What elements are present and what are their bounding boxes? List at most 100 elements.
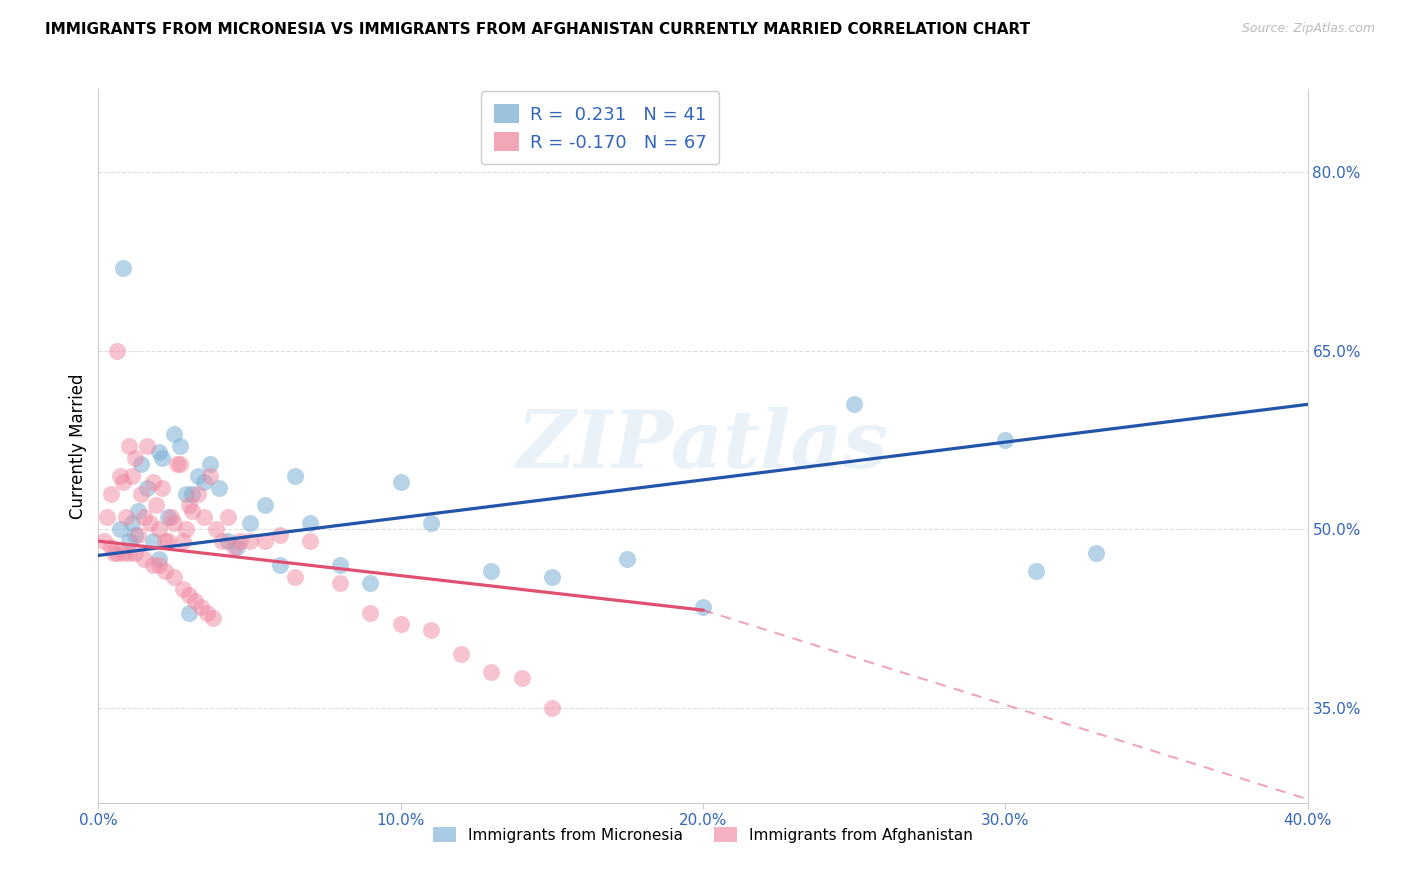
Point xyxy=(132,510,155,524)
Point xyxy=(181,486,204,500)
Point xyxy=(389,617,412,632)
Point xyxy=(202,611,225,625)
Text: ZIPatlas: ZIPatlas xyxy=(517,408,889,484)
Point xyxy=(100,486,122,500)
Point xyxy=(184,593,207,607)
Point xyxy=(166,457,188,471)
Legend: Immigrants from Micronesia, Immigrants from Afghanistan: Immigrants from Micronesia, Immigrants f… xyxy=(427,821,979,848)
Point xyxy=(163,570,186,584)
Point xyxy=(118,439,141,453)
Point xyxy=(181,504,204,518)
Point xyxy=(163,427,186,442)
Point xyxy=(217,534,239,549)
Point xyxy=(299,516,322,531)
Point xyxy=(1085,546,1108,560)
Point xyxy=(163,516,186,531)
Point xyxy=(540,700,562,714)
Point xyxy=(179,606,201,620)
Point xyxy=(121,516,143,531)
Point xyxy=(156,534,179,549)
Point xyxy=(174,486,197,500)
Point xyxy=(226,540,249,554)
Text: Source: ZipAtlas.com: Source: ZipAtlas.com xyxy=(1241,22,1375,36)
Point xyxy=(169,457,191,471)
Point xyxy=(105,546,128,560)
Point xyxy=(208,481,231,495)
Point xyxy=(132,552,155,566)
Point xyxy=(135,439,157,453)
Point xyxy=(253,534,276,549)
Point xyxy=(111,475,134,489)
Point xyxy=(142,534,165,549)
Y-axis label: Currently Married: Currently Married xyxy=(69,373,87,519)
Point xyxy=(148,445,170,459)
Point xyxy=(187,486,209,500)
Point xyxy=(179,499,201,513)
Text: IMMIGRANTS FROM MICRONESIA VS IMMIGRANTS FROM AFGHANISTAN CURRENTLY MARRIED CORR: IMMIGRANTS FROM MICRONESIA VS IMMIGRANTS… xyxy=(45,22,1031,37)
Point xyxy=(360,606,382,620)
Point xyxy=(124,528,146,542)
Point xyxy=(148,552,170,566)
Point xyxy=(145,499,167,513)
Point xyxy=(160,510,183,524)
Point xyxy=(994,433,1017,447)
Point xyxy=(142,558,165,572)
Point xyxy=(253,499,276,513)
Point xyxy=(105,343,128,358)
Point xyxy=(329,575,352,590)
Point xyxy=(481,665,503,679)
Point xyxy=(114,510,136,524)
Point xyxy=(111,546,134,560)
Point xyxy=(195,606,218,620)
Point xyxy=(420,624,443,638)
Point xyxy=(329,558,352,572)
Point xyxy=(239,534,262,549)
Point xyxy=(205,522,228,536)
Point xyxy=(420,516,443,531)
Point xyxy=(93,534,115,549)
Point xyxy=(229,534,252,549)
Point xyxy=(142,475,165,489)
Point xyxy=(118,546,141,560)
Point xyxy=(269,528,291,542)
Point xyxy=(108,522,131,536)
Point xyxy=(100,540,122,554)
Point xyxy=(108,468,131,483)
Point xyxy=(190,599,212,614)
Point xyxy=(1024,564,1046,578)
Point xyxy=(481,564,503,578)
Point xyxy=(111,260,134,275)
Point xyxy=(172,534,194,549)
Point xyxy=(118,534,141,549)
Point xyxy=(148,558,170,572)
Point xyxy=(148,522,170,536)
Point xyxy=(174,522,197,536)
Point xyxy=(129,457,152,471)
Point xyxy=(239,516,262,531)
Point xyxy=(124,546,146,560)
Point xyxy=(692,599,714,614)
Point xyxy=(169,439,191,453)
Point xyxy=(187,468,209,483)
Point xyxy=(389,475,412,489)
Point xyxy=(121,468,143,483)
Point xyxy=(150,450,173,465)
Point xyxy=(127,528,149,542)
Point xyxy=(103,546,125,560)
Point xyxy=(299,534,322,549)
Point xyxy=(200,457,222,471)
Point xyxy=(172,582,194,596)
Point xyxy=(96,510,118,524)
Point xyxy=(510,671,533,685)
Point xyxy=(153,564,176,578)
Point xyxy=(360,575,382,590)
Point xyxy=(124,450,146,465)
Point xyxy=(193,510,215,524)
Point xyxy=(135,481,157,495)
Point xyxy=(129,486,152,500)
Point xyxy=(211,534,233,549)
Point xyxy=(616,552,638,566)
Point xyxy=(179,588,201,602)
Point xyxy=(284,468,307,483)
Point xyxy=(127,504,149,518)
